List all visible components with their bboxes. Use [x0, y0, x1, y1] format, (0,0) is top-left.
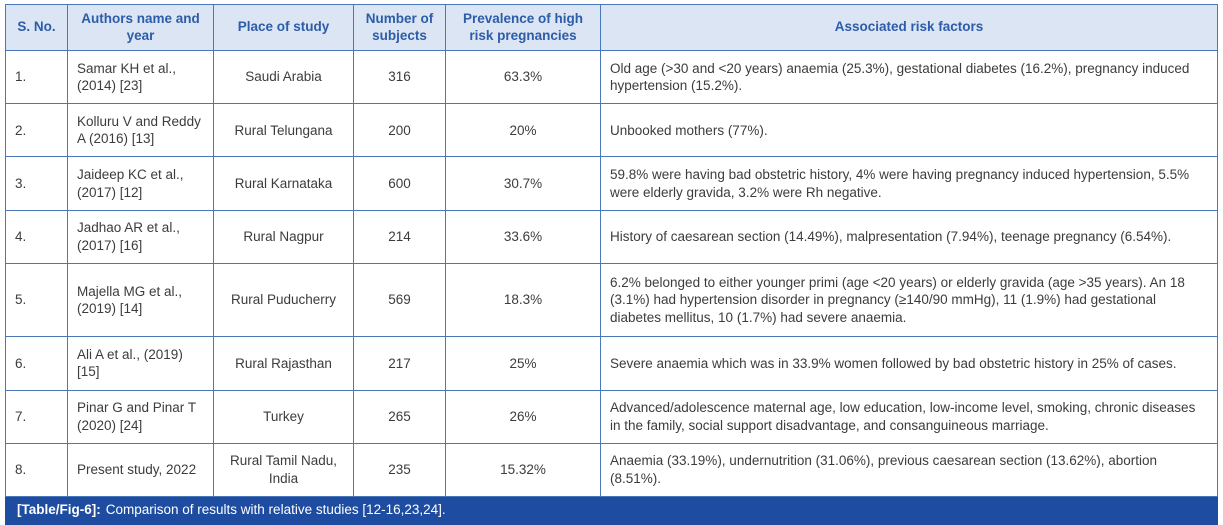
- cell-prevalence: 18.3%: [445, 262, 601, 338]
- comparison-table: S. No. Authors name and year Place of st…: [5, 4, 1218, 498]
- cell-risk-factors: Anaemia (33.19%), undernutrition (31.06%…: [600, 442, 1218, 498]
- cell-sno: 5.: [5, 262, 68, 338]
- col-header-authors: Authors name and year: [67, 4, 214, 51]
- cell-subjects: 316: [353, 49, 446, 105]
- table-caption: [Table/Fig-6]: Comparison of results with…: [5, 497, 1218, 525]
- cell-place: Saudi Arabia: [213, 49, 354, 105]
- cell-prevalence: 26%: [445, 389, 601, 444]
- cell-risk-factors: Unbooked mothers (77%).: [600, 103, 1218, 158]
- cell-place: Rural Karnataka: [213, 156, 354, 211]
- cell-risk-factors: Old age (>30 and <20 years) anaemia (25.…: [600, 49, 1218, 105]
- cell-prevalence: 20%: [445, 103, 601, 158]
- cell-subjects: 569: [353, 262, 446, 338]
- caption-text: Comparison of results with relative stud…: [105, 502, 446, 518]
- cell-prevalence: 15.32%: [445, 442, 601, 498]
- cell-sno: 8.: [5, 442, 68, 498]
- cell-authors: Ali A et al., (2019) [15]: [67, 336, 214, 391]
- cell-prevalence: 25%: [445, 336, 601, 391]
- cell-risk-factors: Advanced/adolescence maternal age, low e…: [600, 389, 1218, 444]
- table-row: 2. Kolluru V and Reddy A (2016) [13] Rural…: [5, 103, 1218, 158]
- col-header-risk: Associated risk factors: [600, 4, 1218, 51]
- cell-prevalence: 63.3%: [445, 49, 601, 105]
- cell-subjects: 265: [353, 389, 446, 444]
- table-row: 6. Ali A et al., (2019) [15] Rural Rajasth…: [5, 336, 1218, 391]
- cell-prevalence: 30.7%: [445, 156, 601, 211]
- cell-sno: 7.: [5, 389, 68, 444]
- cell-place: Turkey: [213, 389, 354, 444]
- cell-sno: 4.: [5, 209, 68, 264]
- cell-subjects: 217: [353, 336, 446, 391]
- cell-prevalence: 33.6%: [445, 209, 601, 264]
- cell-subjects: 200: [353, 103, 446, 158]
- cell-sno: 2.: [5, 103, 68, 158]
- table-row: 7. Pinar G and Pinar T (2020) [24] Turkey 2…: [5, 389, 1218, 444]
- cell-place: Rural Telungana: [213, 103, 354, 158]
- table-body: 1. Samar KH et al., (2014) [23] Saudi Arab…: [5, 49, 1218, 498]
- cell-risk-factors: 59.8% were having bad obstetric history,…: [600, 156, 1218, 211]
- cell-authors: Kolluru V and Reddy A (2016) [13]: [67, 103, 214, 158]
- cell-authors: Jaideep KC et al., (2017) [12]: [67, 156, 214, 211]
- cell-authors: Jadhao AR et al., (2017) [16]: [67, 209, 214, 264]
- cell-authors: Present study, 2022: [67, 442, 214, 498]
- cell-sno: 3.: [5, 156, 68, 211]
- cell-risk-factors: 6.2% belonged to either younger primi (a…: [600, 262, 1218, 338]
- col-header-subjects: Number of subjects: [353, 4, 446, 51]
- col-header-sno: S. No.: [5, 4, 68, 51]
- col-header-place: Place of study: [213, 4, 354, 51]
- table-row: 3. Jaideep KC et al., (2017) [12] Rural Ka…: [5, 156, 1218, 211]
- cell-place: Rural Puducherry: [213, 262, 354, 338]
- cell-sno: 6.: [5, 336, 68, 391]
- cell-place: Rural Nagpur: [213, 209, 354, 264]
- cell-subjects: 600: [353, 156, 446, 211]
- table-row: 1. Samar KH et al., (2014) [23] Saudi Arab…: [5, 49, 1218, 105]
- cell-subjects: 214: [353, 209, 446, 264]
- cell-risk-factors: History of caesarean section (14.49%), m…: [600, 209, 1218, 264]
- cell-authors: Majella MG et al., (2019) [14]: [67, 262, 214, 338]
- cell-sno: 1.: [5, 49, 68, 105]
- cell-place: Rural Tamil Nadu, India: [213, 442, 354, 498]
- caption-label: [Table/Fig-6]:: [17, 502, 101, 518]
- cell-subjects: 235: [353, 442, 446, 498]
- table-row: 4. Jadhao AR et al., (2017) [16] Rural Nag…: [5, 209, 1218, 264]
- cell-authors: Samar KH et al., (2014) [23]: [67, 49, 214, 105]
- table-row: 8. Present study, 2022 Rural Tamil Nadu, I…: [5, 442, 1218, 498]
- header-row: S. No. Authors name and year Place of st…: [5, 4, 1218, 51]
- cell-authors: Pinar G and Pinar T (2020) [24]: [67, 389, 214, 444]
- cell-risk-factors: Severe anaemia which was in 33.9% women …: [600, 336, 1218, 391]
- col-header-prevalence: Prevalence of high risk pregnancies: [445, 4, 601, 51]
- table-row: 5. Majella MG et al., (2019) [14] Rural Pu…: [5, 262, 1218, 338]
- table-header: S. No. Authors name and year Place of st…: [5, 4, 1218, 51]
- cell-place: Rural Rajasthan: [213, 336, 354, 391]
